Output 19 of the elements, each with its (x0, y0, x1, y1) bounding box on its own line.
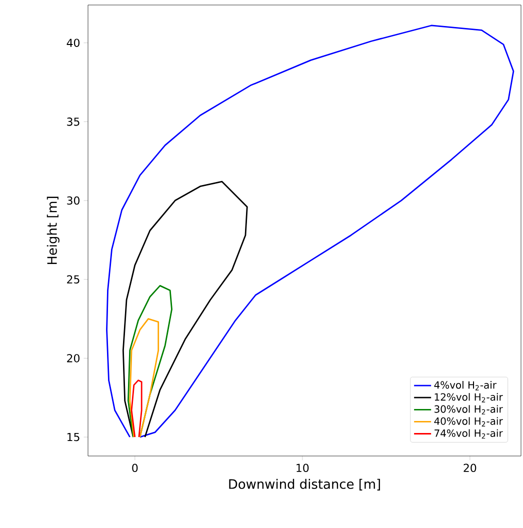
y-tick-label: 30 (67, 196, 80, 205)
y-tick-label: 20 (67, 354, 80, 362)
y-tick-label: 25 (67, 275, 80, 284)
y-axis-title: Height [m] (46, 196, 60, 264)
x-tick-label: 20 (464, 464, 476, 472)
legend-label: 4%vol H$_{2}$-air (434, 381, 496, 390)
y-tick-label: 35 (67, 118, 80, 126)
x-tick-label: 0 (132, 464, 138, 472)
line-series (122, 180, 248, 438)
legend-label: 74%vol H$_{2}$-air (434, 429, 503, 439)
x-axis-title: Downwind distance [m] (229, 478, 380, 490)
legend-label: 40%vol H$_{2}$-air (434, 417, 503, 426)
line-series (129, 318, 160, 438)
y-tick-label: 40 (66, 38, 80, 47)
legend-label: 12%vol H$_{2}$-air (434, 393, 503, 402)
line-series (130, 380, 142, 438)
x-tick-label: 10 (296, 464, 309, 472)
legend-label: 30%vol H$_{2}$-air (434, 405, 503, 414)
y-tick-label: 15 (67, 433, 80, 442)
